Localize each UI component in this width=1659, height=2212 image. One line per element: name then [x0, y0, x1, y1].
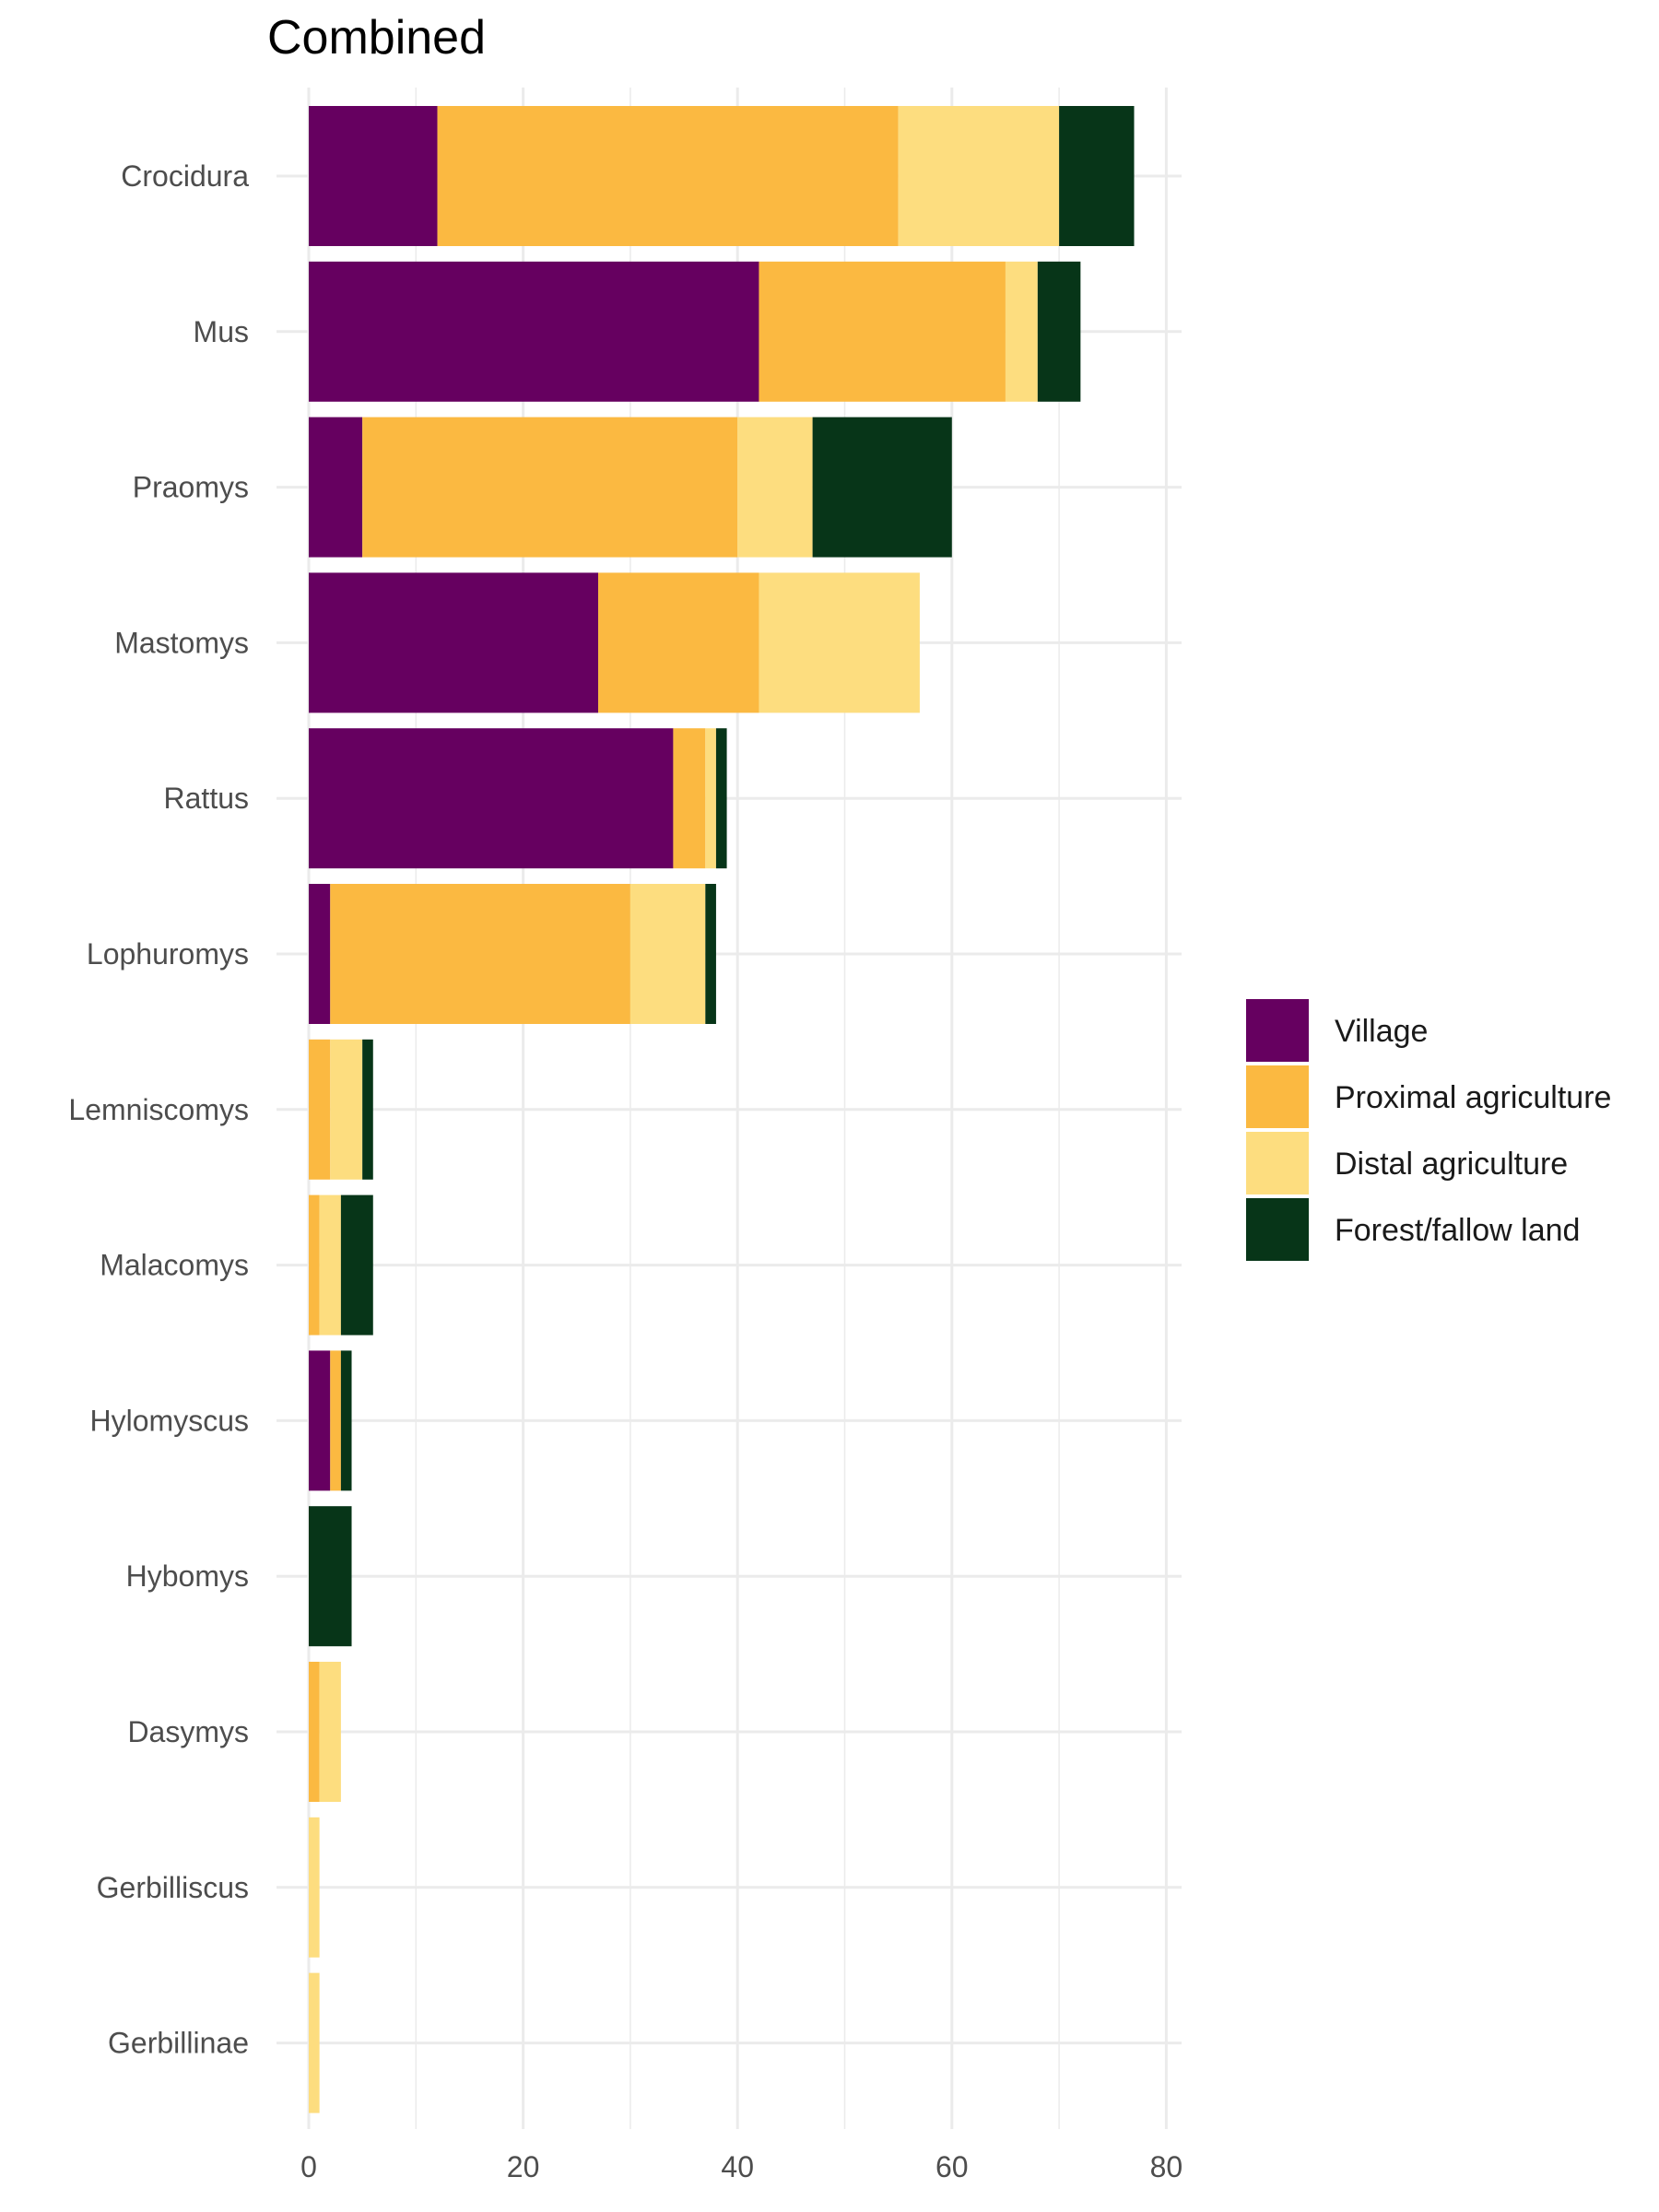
bar-praomys-proximal-agriculture: [362, 417, 738, 558]
x-tick-label: 20: [507, 2150, 540, 2183]
chart-title: Combined: [267, 11, 486, 65]
legend-key-forest-fallow-land: [1246, 1198, 1309, 1261]
bar-lemniscomys-proximal-agriculture: [309, 1039, 331, 1180]
bar-hylomyscus-village: [309, 1350, 331, 1491]
y-tick-label: Praomys: [133, 471, 249, 504]
legend-key-village: [1246, 999, 1309, 1062]
bar-hylomyscus-forest-fallow-land: [340, 1350, 352, 1491]
x-tick-label: 80: [1150, 2150, 1183, 2183]
bar-gerbillinae-distal-agriculture: [309, 1972, 320, 2113]
bar-malacomys-proximal-agriculture: [309, 1194, 320, 1335]
bar-lophuromys-distal-agriculture: [629, 884, 706, 1024]
bar-crocidura-forest-fallow-land: [1059, 106, 1135, 246]
bar-crocidura-distal-agriculture: [898, 106, 1060, 246]
bar-crocidura-village: [309, 106, 438, 246]
bar-mus-forest-fallow-land: [1037, 261, 1081, 402]
bar-lemniscomys-forest-fallow-land: [362, 1039, 373, 1180]
bars: [309, 106, 1135, 2113]
y-tick-label: Malacomys: [100, 1249, 249, 1282]
bar-mastomys-distal-agriculture: [759, 572, 920, 713]
y-tick-label: Dasymys: [127, 1715, 249, 1748]
legend-label-proximal-agriculture: Proximal agriculture: [1335, 1080, 1611, 1115]
bar-dasymys-proximal-agriculture: [309, 1662, 320, 1802]
y-tick-label: Mus: [194, 315, 249, 348]
bar-rattus-village: [309, 728, 674, 869]
bar-mus-distal-agriculture: [1005, 261, 1038, 402]
bar-rattus-distal-agriculture: [705, 728, 716, 869]
bar-lophuromys-forest-fallow-land: [705, 884, 716, 1024]
legend-key-proximal-agriculture: [1246, 1065, 1309, 1128]
legend-label-forest-fallow-land: Forest/fallow land: [1335, 1213, 1580, 1248]
y-tick-label: Mastomys: [114, 626, 249, 659]
x-tick-label: 60: [935, 2150, 969, 2183]
bar-mastomys-village: [309, 572, 599, 713]
bar-mastomys-proximal-agriculture: [598, 572, 759, 713]
bar-mus-proximal-agriculture: [759, 261, 1006, 402]
bar-praomys-village: [309, 417, 363, 558]
y-tick-label: Rattus: [164, 782, 249, 815]
bar-lophuromys-proximal-agriculture: [330, 884, 630, 1024]
bar-hybomys-forest-fallow-land: [309, 1506, 352, 1647]
y-tick-label: Lemniscomys: [68, 1093, 249, 1126]
bar-malacomys-forest-fallow-land: [340, 1194, 373, 1335]
x-tick-label: 40: [721, 2150, 754, 2183]
legend-key-distal-agriculture: [1246, 1132, 1309, 1194]
bar-gerbilliscus-distal-agriculture: [309, 1817, 320, 1958]
y-tick-label: Hylomyscus: [90, 1404, 249, 1437]
bar-rattus-proximal-agriculture: [673, 728, 706, 869]
bar-rattus-forest-fallow-land: [715, 728, 727, 869]
bar-lemniscomys-distal-agriculture: [330, 1039, 363, 1180]
x-axis-tick-labels: 0 20 40 60 80: [300, 2150, 1182, 2183]
bar-hylomyscus-proximal-agriculture: [330, 1350, 341, 1491]
y-tick-label: Gerbillinae: [108, 2027, 249, 2060]
y-tick-label: Gerbilliscus: [97, 1871, 249, 1904]
x-tick-label: 0: [300, 2150, 317, 2183]
bar-praomys-forest-fallow-land: [812, 417, 952, 558]
legend: Village Proximal agriculture Distal agricu…: [1246, 999, 1611, 1261]
bar-lophuromys-village: [309, 884, 331, 1024]
legend-label-village: Village: [1335, 1014, 1428, 1049]
y-tick-label: Hybomys: [126, 1559, 249, 1593]
y-tick-label: Lophuromys: [87, 937, 249, 971]
bar-mus-village: [309, 261, 759, 402]
y-axis-tick-labels: Crocidura Mus Praomys Mastomys Rattus Lophuro…: [68, 159, 249, 2060]
bar-dasymys-distal-agriculture: [319, 1662, 341, 1802]
bar-crocidura-proximal-agriculture: [437, 106, 899, 246]
y-tick-label: Crocidura: [121, 159, 249, 193]
bar-praomys-distal-agriculture: [737, 417, 813, 558]
legend-label-distal-agriculture: Distal agriculture: [1335, 1147, 1568, 1182]
bar-malacomys-distal-agriculture: [319, 1194, 341, 1335]
